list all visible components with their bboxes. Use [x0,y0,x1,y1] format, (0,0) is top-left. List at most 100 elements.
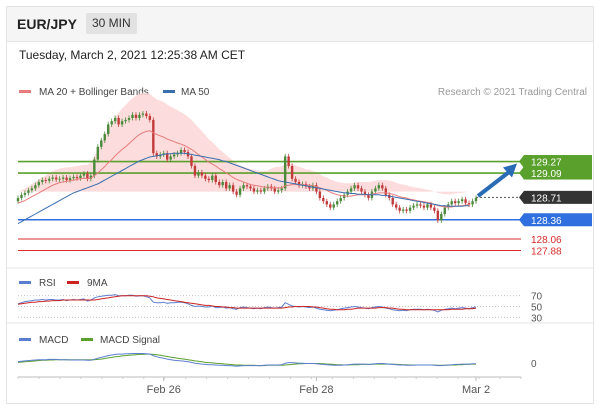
candle-body [422,205,426,208]
candle-body [471,201,474,205]
candle-body [252,188,256,192]
ma50-legend-swatch [163,90,175,93]
candle-body [318,191,322,198]
candle-body [190,156,193,166]
candle-body [51,177,54,179]
candle-body [419,204,422,206]
level-label-129.27: 129.27 [531,158,562,169]
rsi-ma-legend-swatch [67,281,79,284]
rsi-legend: RSI 9MA [19,278,108,289]
attribution: Research © 2021 Trading Central [438,87,587,98]
candle-body [204,175,207,179]
candle-body [412,205,415,208]
candle-body [54,177,58,180]
candle-body [207,178,211,181]
candle-body [221,182,224,186]
candle-body [245,185,249,187]
candle-body [113,118,117,122]
rsi-tick-70: 70 [531,292,543,303]
level-tag-pointer [519,166,524,180]
forecast-arrow-head [503,163,517,178]
candle-body [169,156,172,160]
candle-body [249,186,252,189]
level-tag-129.09 [524,166,592,180]
candle-body [283,156,287,189]
candle-body [294,178,297,182]
candle-body [65,177,68,181]
rsi-tick-30: 30 [531,313,543,324]
candle-body [443,207,446,214]
ma50-legend-label: MA 50 [181,87,210,98]
candle-body [381,185,384,189]
candle-body [131,114,134,118]
candle-body [391,198,394,205]
level-label-128.36: 128.36 [531,216,562,227]
candle-body [41,180,44,182]
candle-body [30,188,34,191]
level-tag-pointer [519,213,524,227]
ma50-line [17,152,470,225]
rsi-ma-line [17,295,477,311]
candle-body [277,190,280,192]
candle-body [75,176,79,179]
x-tick-label: Mar 2 [462,384,490,396]
candle-body [377,185,381,189]
candle-body [297,182,301,186]
candle-body [16,198,20,202]
candle-body [374,188,377,192]
candle-body [100,140,103,147]
candle-body [329,204,332,208]
candle-body [58,178,61,180]
level-tag-129.27 [524,155,592,169]
forecast-arrow-shaft [476,168,513,198]
candle-body [315,185,318,192]
candle-body [474,198,478,202]
candle-body [155,153,158,157]
ma20-legend-swatch [19,90,31,93]
candle-body [363,191,367,195]
candle-body [138,114,141,118]
candle-body [34,185,37,189]
candle-body [96,146,100,160]
candle-body [211,175,214,181]
candle-body [37,182,41,186]
candle-body [117,118,120,125]
candle-body [165,153,169,160]
level-label-127.88: 127.88 [531,246,562,257]
candle-body [394,204,398,208]
macd-signal-legend-swatch [81,338,93,341]
candle-body [23,192,27,195]
level-label-129.09: 129.09 [531,169,562,180]
candle-body [436,210,440,221]
candle-body [401,209,405,211]
candle-body [231,185,235,192]
timeframe-badge[interactable]: 30 MIN [86,13,137,34]
candle-body [398,207,401,211]
candle-body [176,153,179,155]
rsi-ma-legend-label: 9MA [87,278,108,289]
candle-body [93,159,96,176]
rsi-tick-50: 50 [531,303,543,314]
candle-body [290,166,294,179]
macd-signal-legend-label: MACD Signal [100,335,160,346]
symbol-title: EUR/JPY [17,16,77,32]
candle-body [218,182,221,186]
candle-body [235,191,238,195]
x-tick-label: Feb 26 [147,384,181,396]
candle-body [325,201,329,205]
candle-body [107,124,110,134]
candle-body [179,150,183,154]
level-label-128.06: 128.06 [531,235,562,246]
candle-body [332,204,335,208]
candle-body [440,214,443,221]
candle-body [200,172,204,176]
level-tag-pointer [519,190,524,204]
candle-body [72,176,75,179]
macd-legend-label: MACD [39,335,68,346]
candle-body [228,185,231,189]
candle-body [263,188,266,192]
x-tick-label: Feb 28 [299,384,333,396]
candle-body [127,118,131,120]
